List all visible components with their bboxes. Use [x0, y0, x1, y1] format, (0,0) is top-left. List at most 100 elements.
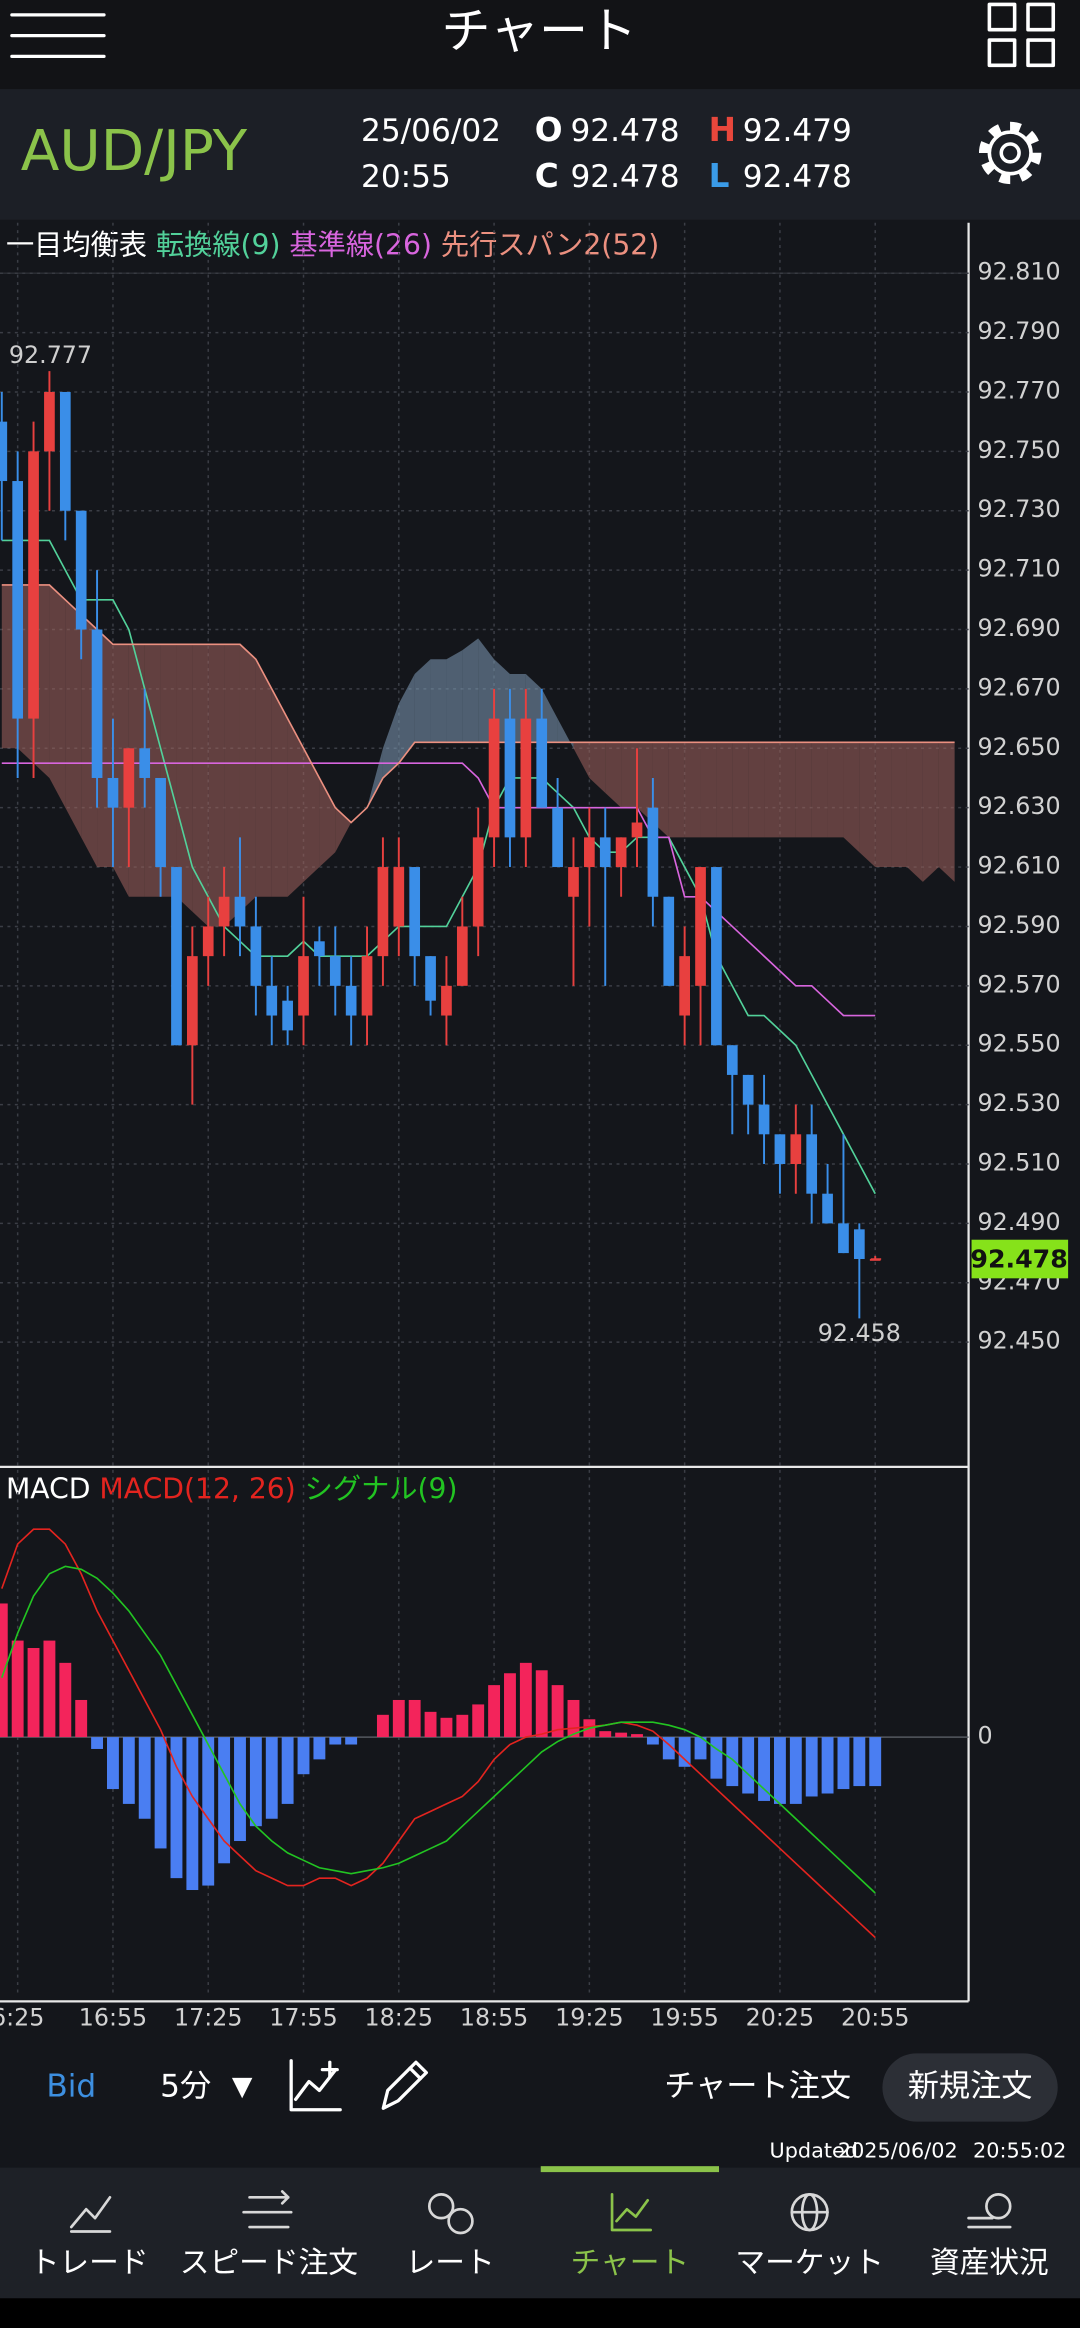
histogram-bar	[154, 1737, 167, 1849]
y-tick-label: 92.590	[977, 911, 1060, 939]
cloud	[605, 742, 622, 808]
macd-line	[1, 1565, 876, 1894]
chart-order-button[interactable]: チャート注文	[664, 2068, 851, 2104]
nav-icon[interactable]	[427, 2193, 474, 2235]
nav-label[interactable]: マーケット	[735, 2246, 883, 2281]
nav-label[interactable]: トレード	[30, 2246, 149, 2281]
legend-entry: MACD	[6, 1473, 91, 1506]
histogram-bar	[297, 1737, 310, 1775]
cloud	[255, 659, 272, 897]
nav-icon[interactable]	[69, 2196, 112, 2233]
cloud	[335, 807, 352, 853]
candle-body	[853, 1229, 865, 1260]
legend-entry: 転換線(9)	[156, 228, 281, 261]
histogram-bar	[202, 1737, 215, 1886]
histogram-bar	[662, 1737, 675, 1760]
histogram-bar	[837, 1737, 850, 1790]
y-tick-label: 92.770	[977, 376, 1060, 404]
new-order-label[interactable]: 新規注文	[908, 2068, 1033, 2104]
candle-body	[12, 481, 24, 719]
histogram-bar	[376, 1714, 389, 1738]
candle-body	[838, 1223, 849, 1254]
cloud	[65, 599, 82, 838]
cloud	[239, 644, 256, 912]
legend-entry: 基準線(26)	[289, 228, 432, 261]
histogram-bar	[440, 1717, 453, 1738]
x-tick-label: 20:25	[746, 2004, 814, 2032]
header-title: チャート	[441, 3, 637, 60]
quote-date: 25/06/02	[361, 113, 501, 149]
interval-dropdown[interactable]: ▼	[232, 2071, 253, 2102]
macd-plot	[0, 1528, 882, 1939]
cloud	[398, 674, 415, 764]
candle-body	[377, 867, 389, 957]
y-tick-label: 92.450	[977, 1327, 1060, 1355]
cloud	[891, 742, 907, 868]
histogram-bar	[504, 1673, 516, 1738]
updated-label: Updated	[770, 2138, 858, 2162]
candle-body	[28, 451, 39, 719]
nav-label[interactable]: スピード注文	[180, 2246, 358, 2281]
candle-body	[536, 718, 548, 808]
indicator-line	[1, 584, 955, 824]
y-tick-label: 92.690	[977, 614, 1060, 642]
histogram-bar	[694, 1737, 707, 1760]
menu-button[interactable]	[10, 13, 106, 59]
histogram-bar	[107, 1737, 119, 1790]
x-tick-label: 17:25	[174, 2004, 242, 2032]
nav-icon[interactable]	[790, 2193, 829, 2232]
histogram-bar	[234, 1737, 246, 1842]
nav-icon[interactable]	[242, 2190, 293, 2229]
y-tick-label: 92.550	[977, 1030, 1060, 1058]
low-label: 92.458	[818, 1319, 901, 1347]
cloud	[637, 742, 653, 823]
candle-body	[599, 837, 611, 868]
indicator-button[interactable]	[289, 2059, 342, 2112]
new-order-button[interactable]	[882, 2053, 1058, 2122]
current-price-box	[971, 1239, 1069, 1279]
candle-body	[520, 718, 532, 838]
histogram-bar	[313, 1737, 326, 1760]
high-value: 92.479	[743, 113, 852, 149]
y-tick-label: 92.530	[977, 1089, 1060, 1117]
layout-button[interactable]	[987, 2, 1056, 68]
cloud	[684, 742, 701, 838]
candle-body	[456, 926, 468, 986]
legend-entry: シグナル(9)	[305, 1473, 458, 1506]
cloud	[621, 742, 638, 808]
cloud	[811, 742, 828, 838]
cloud	[382, 703, 399, 778]
candle-body	[218, 896, 230, 927]
bottom-nav	[0, 2167, 1080, 2299]
interval[interactable]: 5分	[160, 2068, 211, 2104]
candle-body	[250, 926, 262, 986]
nav-icon[interactable]	[967, 2193, 1012, 2229]
candle-body	[711, 867, 722, 1046]
price-type[interactable]: Bid	[46, 2068, 96, 2104]
nav-label[interactable]: チャート	[571, 2246, 689, 2281]
legend: MACD MACD(12, 26) シグナル(9)	[6, 1473, 458, 1506]
y-tick-label: 92.650	[977, 733, 1060, 761]
nav-label[interactable]: 資産状況	[930, 2246, 1049, 2281]
cloud	[192, 644, 209, 927]
nav-label[interactable]: レート	[406, 2246, 495, 2281]
candle-body	[441, 985, 452, 1016]
drawing-button[interactable]	[381, 2060, 428, 2110]
histogram-bar	[773, 1737, 786, 1804]
candle-body	[790, 1134, 802, 1164]
candle-body	[329, 956, 341, 986]
candle-body	[472, 837, 484, 927]
candle-body	[647, 807, 659, 897]
histogram-bar	[392, 1699, 405, 1738]
histogram-bar	[535, 1670, 548, 1738]
nav-icon[interactable]	[610, 2193, 653, 2232]
candle-body	[282, 1000, 293, 1031]
histogram-bar	[646, 1737, 659, 1745]
cloud	[112, 644, 129, 897]
high-label: 92.777	[9, 341, 92, 369]
candle-body	[568, 867, 579, 897]
cloud	[779, 742, 796, 838]
cloud	[589, 742, 606, 793]
cloud	[716, 742, 733, 838]
